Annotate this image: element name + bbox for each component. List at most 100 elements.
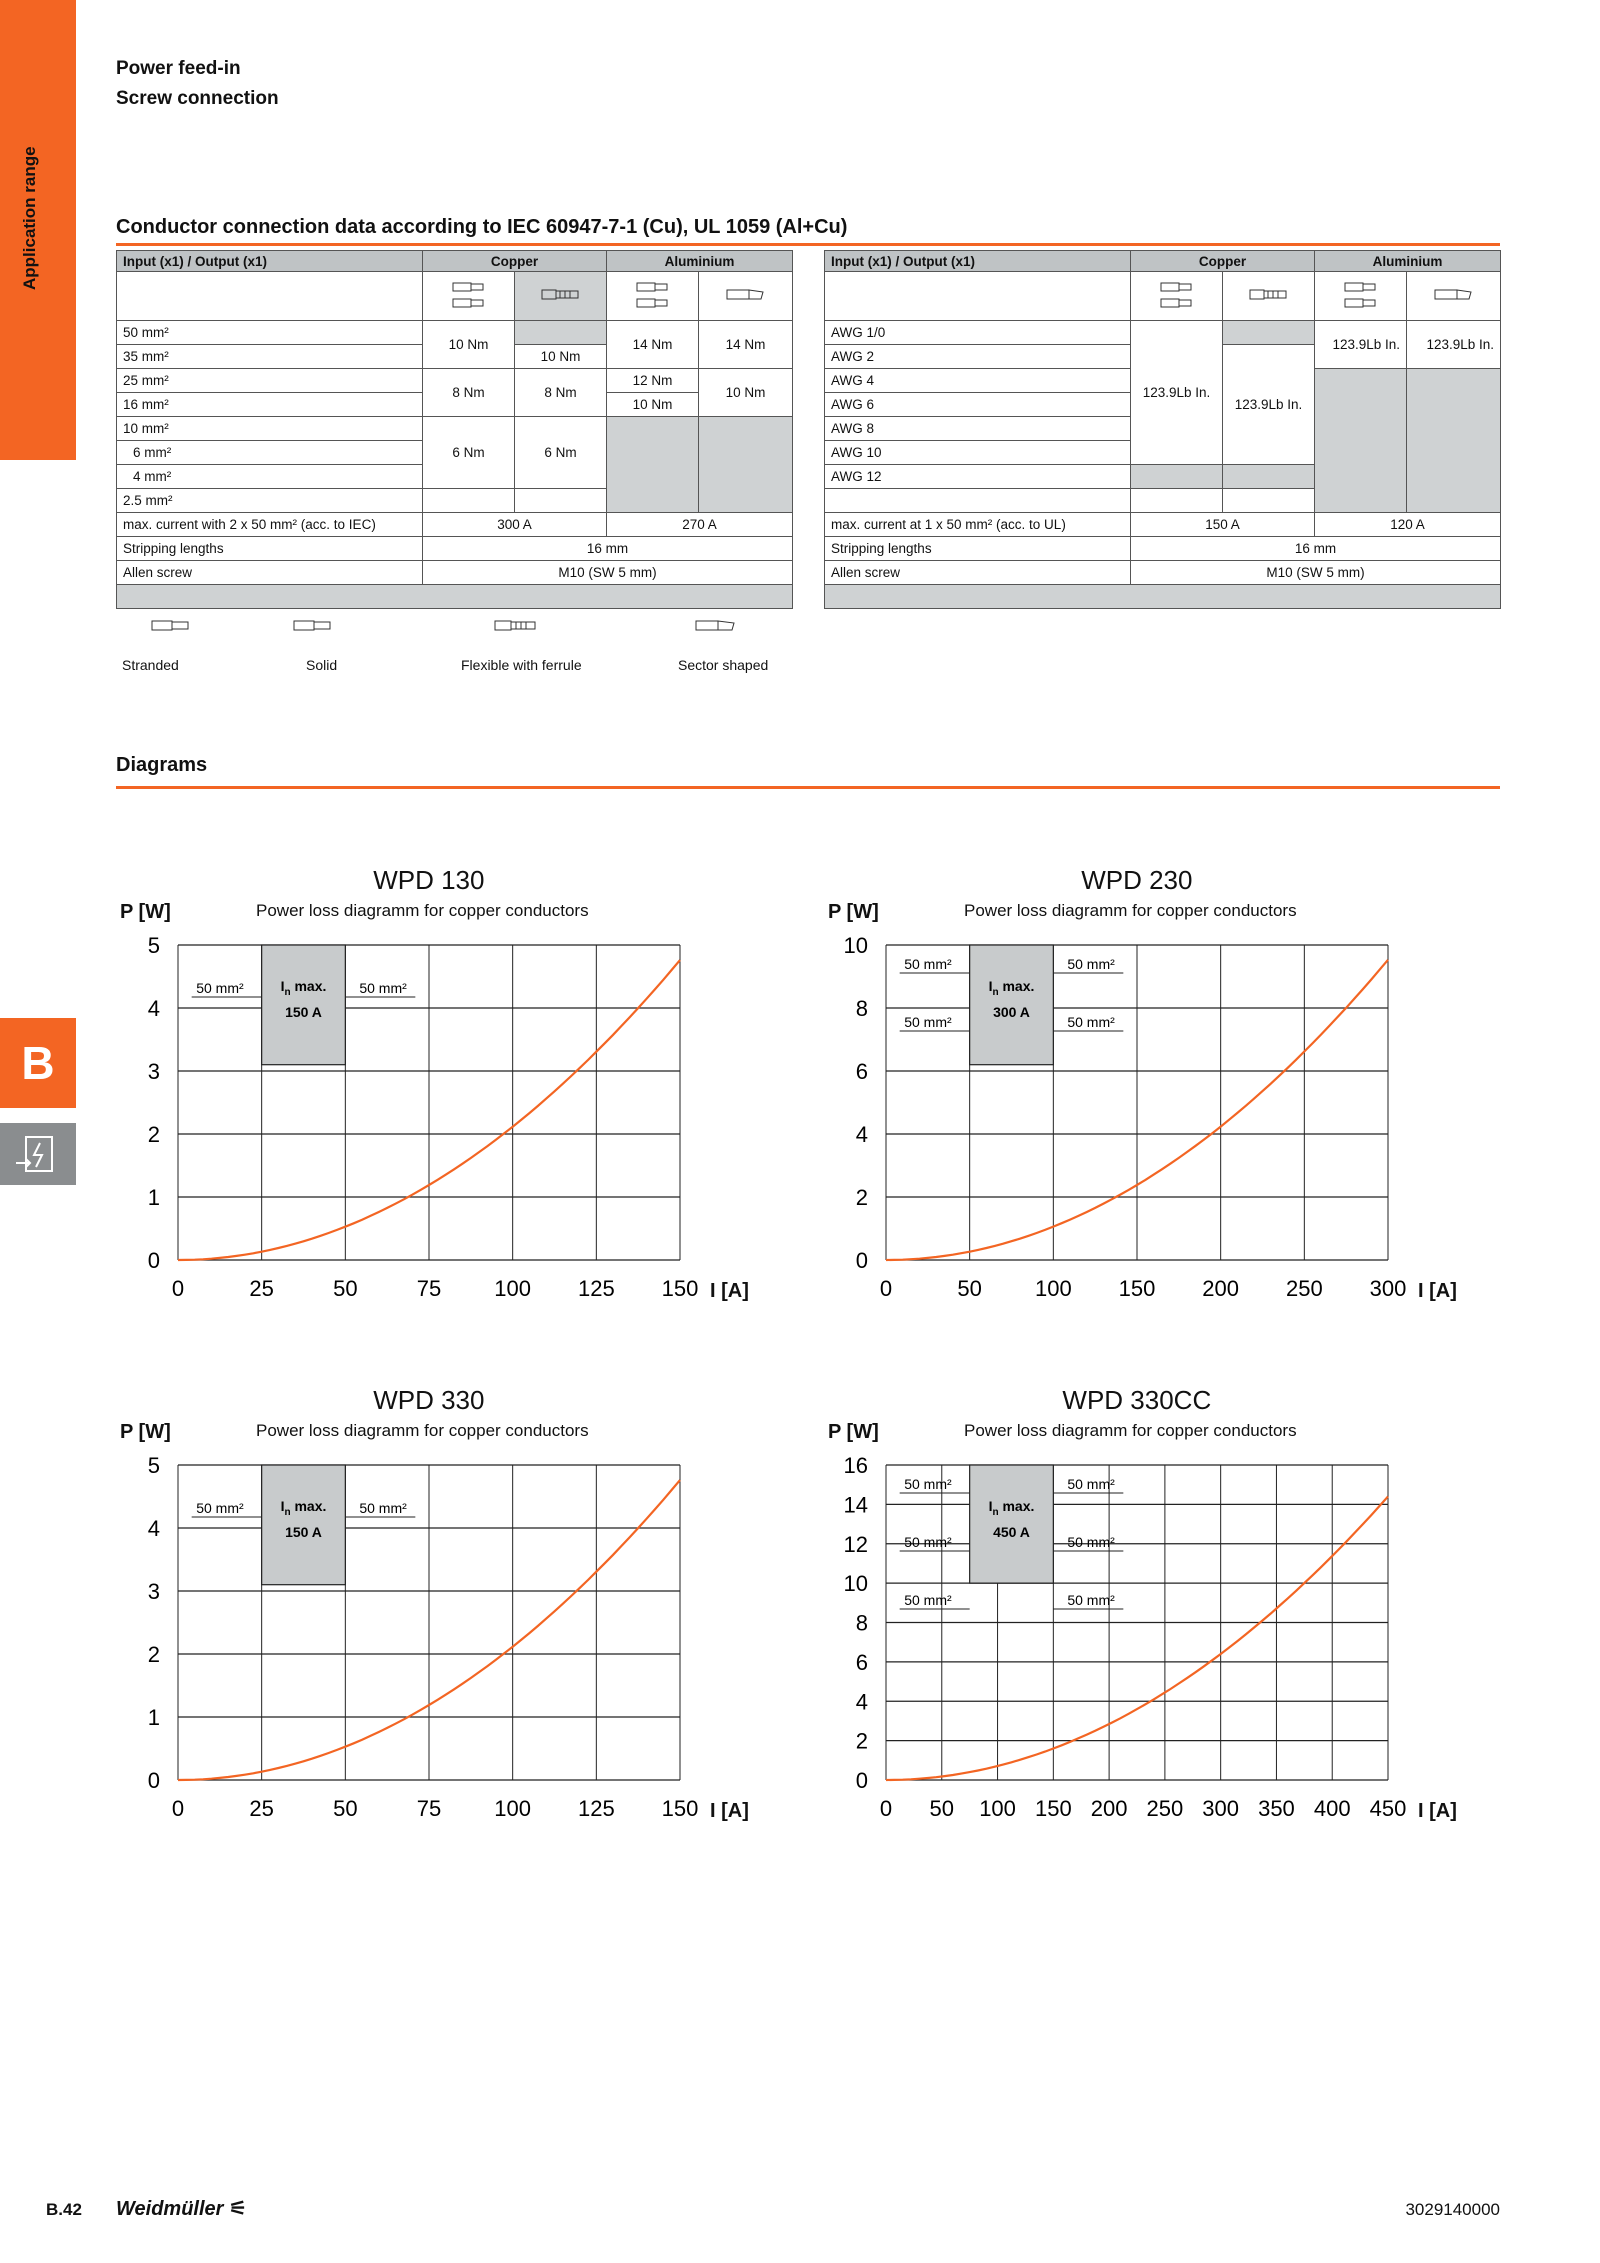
sector-icon	[678, 618, 768, 637]
ul-max-label: max. current at 1 x 50 mm² (acc. to UL)	[824, 512, 1131, 537]
x-tick-label: 100	[494, 1796, 531, 1821]
power-loss-curve	[177, 959, 681, 1262]
iec-size: 35 mm²	[116, 344, 423, 369]
max-current-box	[261, 944, 346, 1066]
ul-size: AWG 4	[824, 368, 1131, 393]
chart-subtitle: Power loss diagramm for copper conductor…	[256, 901, 589, 920]
ul-size: AWG 1/0	[824, 320, 1131, 345]
ul-strip-label: Stripping lengths	[824, 536, 1131, 561]
header-line2: Screw connection	[116, 88, 279, 109]
iec-col-input: Input (x1) / Output (x1)	[116, 250, 423, 272]
connector-label: 50 mm²	[359, 980, 407, 996]
page-number: B.42	[46, 2200, 82, 2219]
x-tick-label: 75	[417, 1796, 441, 1821]
iec-value: 10 Nm	[606, 392, 699, 417]
iec-size: 16 mm²	[116, 392, 423, 417]
x-tick-label: 200	[1091, 1796, 1128, 1821]
max-current-box	[261, 1464, 346, 1586]
x-tick-label: 150	[662, 1276, 699, 1301]
ul-size: AWG 8	[824, 416, 1131, 441]
brand-name: Weidmüller	[116, 2198, 224, 2220]
ul-size: AWG 6	[824, 392, 1131, 417]
legend-sector: Sector shaped	[678, 618, 768, 673]
stranded-icon	[122, 618, 210, 637]
y-tick-label: 6	[856, 1059, 868, 1084]
x-tick-label: 150	[1035, 1796, 1072, 1821]
stranded-solid-icon	[1130, 271, 1223, 321]
max-current-box	[969, 1464, 1054, 1584]
ul-max-al: 120 A	[1314, 512, 1501, 537]
y-tick-label: 8	[856, 996, 868, 1021]
connector-label: 50 mm²	[196, 1500, 244, 1516]
iec-size: 4 mm²	[116, 464, 423, 489]
sector-shaped-icon	[698, 271, 793, 321]
connector-label: 50 mm²	[1067, 956, 1115, 972]
iec-size: 50 mm²	[116, 320, 423, 345]
power-loss-curve	[177, 1479, 681, 1782]
x-tick-label: 0	[880, 1796, 892, 1821]
y-tick-label: 2	[148, 1642, 160, 1667]
iec-value: 8 Nm	[514, 368, 607, 417]
box-label: In max.	[989, 978, 1035, 998]
x-tick-label: 50	[333, 1276, 357, 1301]
y-tick-label: 3	[148, 1579, 160, 1604]
iec-value: 14 Nm	[698, 320, 793, 369]
x-tick-label: 100	[494, 1276, 531, 1301]
iec-strip-label: Stripping lengths	[116, 536, 423, 561]
legend-label: Sector shaped	[678, 657, 769, 673]
connector-label: 50 mm²	[904, 956, 952, 972]
chart-subtitle: Power loss diagramm for copper conductor…	[964, 901, 1297, 920]
x-tick-label: 0	[172, 1796, 184, 1821]
box-label: In max.	[989, 1498, 1035, 1518]
y-tick-label: 4	[148, 996, 160, 1021]
iec-value: 12 Nm	[606, 368, 699, 393]
connector-label: 50 mm²	[359, 1500, 407, 1516]
y-tick-label: 2	[856, 1729, 868, 1754]
connector-label: 50 mm²	[1067, 1534, 1115, 1550]
chart-title: WPD 130	[373, 865, 485, 895]
ul-max-cu: 150 A	[1130, 512, 1315, 537]
chart-plot: 0 50 100 150 200 250 300 0 2 4 6 8 10 In max. 300 A 50 …	[844, 933, 1407, 1301]
ul-col-aluminium: Aluminium	[1314, 250, 1501, 272]
connector-label: 50 mm²	[1067, 1014, 1115, 1030]
stranded-solid-icon	[422, 271, 515, 321]
y-tick-label: 4	[856, 1689, 868, 1714]
ferrule-icon	[514, 271, 607, 321]
legend-solid: Solid	[293, 618, 352, 673]
iec-max-cu: 300 A	[422, 512, 607, 537]
ul-size: AWG 10	[824, 440, 1131, 465]
ul-allen-label: Allen screw	[824, 560, 1131, 585]
x-tick-label: 300	[1370, 1276, 1407, 1301]
solid-icon	[293, 618, 352, 637]
y-axis-label: P [W]	[120, 901, 171, 923]
y-tick-label: 0	[856, 1768, 868, 1793]
iec-size: 25 mm²	[116, 368, 423, 393]
x-tick-label: 250	[1147, 1796, 1184, 1821]
x-axis-label: I [A]	[1418, 1800, 1457, 1822]
ul-col-input: Input (x1) / Output (x1)	[824, 250, 1131, 272]
y-tick-label: 4	[856, 1122, 868, 1147]
ferrule-icon	[1222, 271, 1315, 321]
ul-size: AWG 2	[824, 344, 1131, 369]
x-tick-label: 0	[880, 1276, 892, 1301]
chart-subtitle: Power loss diagramm for copper conductor…	[256, 1421, 589, 1440]
chart-title: WPD 330CC	[1062, 1385, 1212, 1415]
x-tick-label: 50	[333, 1796, 357, 1821]
ul-value: 123.9Lb In.	[1130, 320, 1223, 465]
power-loss-curve	[885, 1495, 1389, 1782]
legend-stranded: Stranded	[122, 618, 210, 673]
stranded-solid-al-icon	[606, 271, 699, 321]
power-loss-curve	[885, 959, 1389, 1262]
iec-size: 10 mm²	[116, 416, 423, 441]
ul-value: 123.9Lb In.	[1314, 320, 1407, 369]
connector-label: 50 mm²	[1067, 1592, 1115, 1608]
x-tick-label: 100	[1035, 1276, 1072, 1301]
y-tick-label: 16	[844, 1453, 868, 1478]
x-tick-label: 25	[249, 1796, 273, 1821]
y-tick-label: 10	[844, 933, 868, 958]
ul-col-copper: Copper	[1130, 250, 1315, 272]
iec-allen-label: Allen screw	[116, 560, 423, 585]
ul-table: Input (x1) / Output (x1) Copper Aluminiu…	[824, 250, 1501, 609]
iec-table: Input (x1) / Output (x1) Copper Aluminiu…	[116, 250, 793, 609]
chart-subtitle: Power loss diagramm for copper conductor…	[964, 1421, 1297, 1440]
